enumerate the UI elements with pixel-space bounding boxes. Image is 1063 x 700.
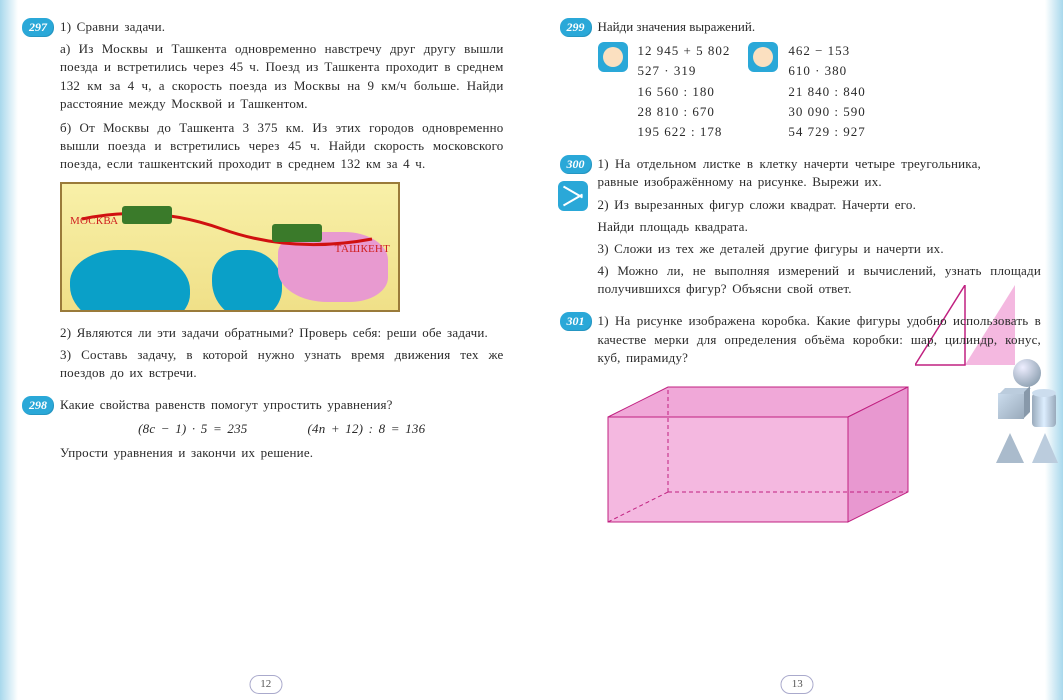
page-right: 299 Найди значения выражений. 12 945 + 5… [532,0,1063,700]
exercise-number: 298 [22,396,54,415]
exercise-body: Найди значения выражений. 12 945 + 5 802… [598,18,1042,141]
exercise-body: Какие свойства равенств помогут упростит… [60,396,504,463]
expr: 12 945 + 5 802 [638,42,731,60]
gradient-right [1045,0,1063,700]
sphere-icon [1013,359,1041,387]
ex300-p1: 1) На отдельном листке в клетку начерти … [598,155,982,191]
pyramid-icon [996,433,1024,463]
expressions-row: 12 945 + 5 802 527 · 319 16 560 : 180 28… [598,42,1042,141]
ex301-p1: 1) На рисунке изображена коробка. Какие … [598,312,1042,367]
gradient-left [0,0,18,700]
expr-col-2: 462 − 153 610 · 380 21 840 : 840 30 090 … [788,42,865,141]
ex300-p2b: Найди площадь квадрата. [598,218,982,236]
equations-row: (8c − 1) · 5 = 235 (4n + 12) : 8 = 136 [60,420,504,438]
ex297-lead: 1) Сравни задачи. [60,18,504,36]
box-svg [598,377,938,527]
cube-icon [998,393,1024,419]
expr: 195 622 : 178 [638,123,731,141]
ex298-tail: Упрости уравнения и закончи их решение. [60,444,504,462]
shape-row [998,393,1056,427]
exercise-number: 300 [560,155,592,174]
boy-face-icon [598,42,628,72]
exercise-number: 301 [560,312,592,331]
ex297-b: б) От Москвы до Ташкента 3 375 км. Из эт… [60,119,504,174]
box-3d-figure [598,377,938,527]
expr: 610 · 380 [788,62,865,80]
label-moscow: МОСКВА [70,214,118,229]
page-number: 12 [249,675,282,694]
expr: 527 · 319 [638,62,731,80]
exercise-301: 301 1) На рисунке изображена коробка. Ка… [560,312,1042,527]
exercise-body: 1) На отдельном листке в клетку начерти … [598,155,1042,298]
exercise-body: 1) На рисунке изображена коробка. Какие … [598,312,1042,527]
exercise-number: 297 [22,18,54,37]
expr-block-1: 12 945 + 5 802 527 · 319 16 560 : 180 28… [598,42,731,141]
label-tashkent: ТАШКЕНТ [335,242,390,257]
cylinder-icon [1032,393,1056,427]
exercise-299: 299 Найди значения выражений. 12 945 + 5… [560,18,1042,141]
eq2: (4n + 12) : 8 = 136 [307,420,425,438]
eq1: (8c − 1) · 5 = 235 [138,420,247,438]
expr-col-1: 12 945 + 5 802 527 · 319 16 560 : 180 28… [638,42,731,141]
exercise-298: 298 Какие свойства равенств помогут упро… [22,396,504,463]
expr: 21 840 : 840 [788,83,865,101]
map-illustration: МОСКВА ТАШКЕНТ [60,182,400,312]
page-left: 297 1) Сравни задачи. а) Из Москвы и Таш… [0,0,532,700]
train-icon [122,206,172,224]
compass-icon [558,181,588,211]
shapes-column [996,359,1058,463]
ex299-title: Найди значения выражений. [598,18,1042,36]
ex300-p2a: 2) Из вырезанных фигур сложи квадрат. На… [598,196,982,214]
expr: 28 810 : 670 [638,103,731,121]
ex297-part3: 3) Составь задачу, в которой нужно узнат… [60,346,504,382]
ex297-part2: 2) Являются ли эти задачи обратными? Про… [60,324,504,342]
exercise-297: 297 1) Сравни задачи. а) Из Москвы и Таш… [22,18,504,382]
expr-block-2: 462 − 153 610 · 380 21 840 : 840 30 090 … [748,42,865,141]
exercise-body: 1) Сравни задачи. а) Из Москвы и Ташкент… [60,18,504,382]
ex298-q: Какие свойства равенств помогут упростит… [60,396,504,414]
exercise-number: 299 [560,18,592,37]
ex297-a: а) Из Москвы и Ташкента одновременно нав… [60,40,504,113]
expr: 462 − 153 [788,42,865,60]
exercise-300: 300 1) На отдельном листке в клетку наче… [560,155,1042,298]
train-icon [272,224,322,242]
ex300-p3: 3) Сложи из тех же деталей другие фигуры… [598,240,982,258]
expr: 54 729 : 927 [788,123,865,141]
girl-face-icon [748,42,778,72]
shape-row [996,433,1058,463]
page-number: 13 [781,675,814,694]
cone-icon [1032,433,1058,463]
expr: 30 090 : 590 [788,103,865,121]
expr: 16 560 : 180 [638,83,731,101]
